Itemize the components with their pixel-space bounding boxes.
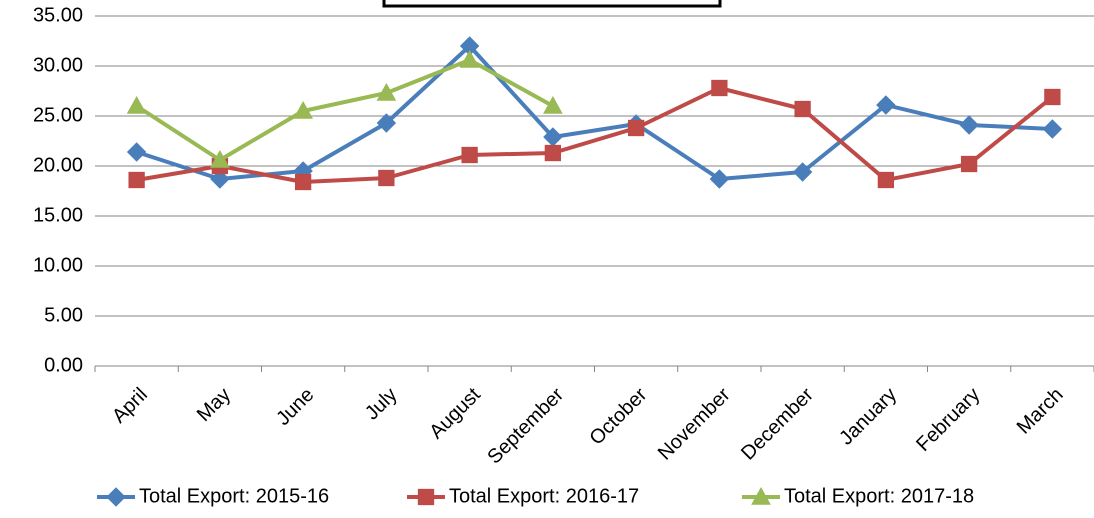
x-tick-label: February [912,384,984,456]
series-line [136,44,1053,181]
x-tick-label: October [586,383,652,449]
x-tick-label: April [108,384,152,428]
y-tick-label: 30.00 [33,54,83,76]
series-line [136,86,1054,184]
y-tick-label: 15.00 [33,204,83,226]
data-point [1042,119,1063,139]
y-tick-label: 20.00 [33,154,83,176]
title-box [382,0,722,8]
data-point [543,95,563,114]
data-point [376,113,397,133]
data-point [877,171,895,189]
data-point [376,82,397,101]
data-point [461,146,478,164]
data-point [711,79,728,97]
x-tick-label: June [272,384,318,430]
data-point [294,173,312,191]
data-point [876,95,896,115]
data-point [210,169,230,189]
data-point [378,169,395,187]
y-tick-label: 25.00 [33,104,83,126]
legend-label: Total Export: 2016-17 [449,485,639,507]
x-tick-label: May [193,384,235,426]
y-tick-label: 0.00 [44,354,83,376]
data-point [1044,88,1061,106]
x-tick-label: August [425,383,485,443]
data-point [960,155,978,173]
data-point [293,100,313,119]
x-tick-label: December [737,383,818,464]
legend-marker [106,487,126,507]
series-line [135,58,554,162]
x-tick-label: September [483,383,568,468]
y-tick-label: 35.00 [33,4,83,26]
data-point [126,95,147,114]
x-tick-label: January [835,384,901,450]
y-tick-label: 10.00 [33,254,83,276]
y-tick-label: 5.00 [44,304,83,326]
legend-label: Total Export: 2017-18 [784,485,974,507]
x-tick-label: November [654,383,735,464]
data-point [794,100,811,118]
data-point [544,144,562,162]
legend-label: Total Export: 2015-16 [139,485,329,507]
x-tick-label: July [361,384,402,425]
x-tick-label: March [1013,384,1068,439]
data-point [210,149,230,168]
data-point [459,49,480,68]
data-point [627,119,645,137]
data-point [126,142,147,162]
data-point [128,171,145,189]
data-point [792,162,813,182]
legend-marker [751,486,771,505]
data-point [709,169,730,189]
legend-marker [417,488,435,506]
data-point [959,115,979,135]
